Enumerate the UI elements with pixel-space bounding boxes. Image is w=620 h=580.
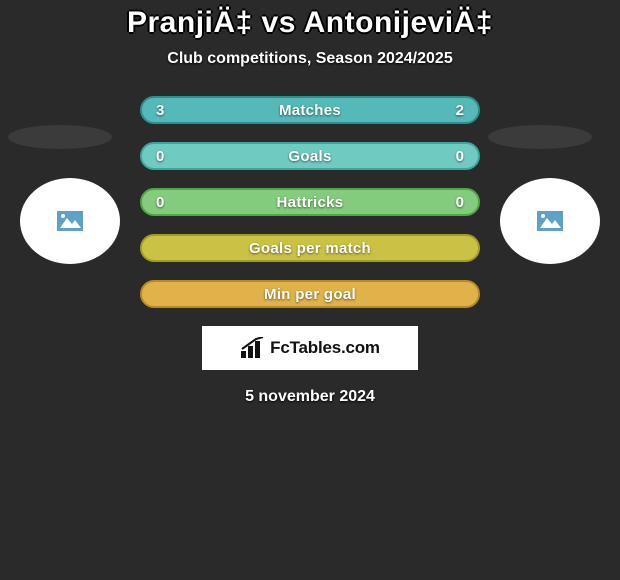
placeholder-photo-icon bbox=[57, 211, 83, 231]
brand-icon bbox=[240, 337, 266, 359]
stat-label: Goals bbox=[176, 148, 444, 165]
stat-right-value: 0 bbox=[444, 148, 464, 165]
stat-row: Goals per match bbox=[140, 234, 480, 262]
stat-label: Min per goal bbox=[176, 286, 444, 303]
player-avatar-left bbox=[20, 178, 120, 264]
stat-left-value: 0 bbox=[156, 148, 176, 165]
shadow-ellipse-right bbox=[488, 125, 592, 149]
stat-row: Min per goal bbox=[140, 280, 480, 308]
stat-left-value: 0 bbox=[156, 194, 176, 211]
date-line: 5 november 2024 bbox=[0, 388, 620, 406]
stat-row: 0Hattricks0 bbox=[140, 188, 480, 216]
player-avatar-right bbox=[500, 178, 600, 264]
stat-row: 0Goals0 bbox=[140, 142, 480, 170]
placeholder-photo-icon bbox=[537, 211, 563, 231]
stat-row: 3Matches2 bbox=[140, 96, 480, 124]
stat-right-value: 0 bbox=[444, 194, 464, 211]
stat-label: Matches bbox=[176, 102, 444, 119]
page-subtitle: Club competitions, Season 2024/2025 bbox=[0, 50, 620, 68]
stat-label: Goals per match bbox=[176, 240, 444, 257]
page-title: PranjiÄ‡ vs AntonijeviÄ‡ bbox=[0, 6, 620, 40]
stat-label: Hattricks bbox=[176, 194, 444, 211]
stat-left-value: 3 bbox=[156, 102, 176, 119]
stat-right-value: 2 bbox=[444, 102, 464, 119]
brand-badge: FcTables.com bbox=[202, 326, 418, 370]
shadow-ellipse-left bbox=[8, 125, 112, 149]
brand-text: FcTables.com bbox=[270, 338, 380, 358]
